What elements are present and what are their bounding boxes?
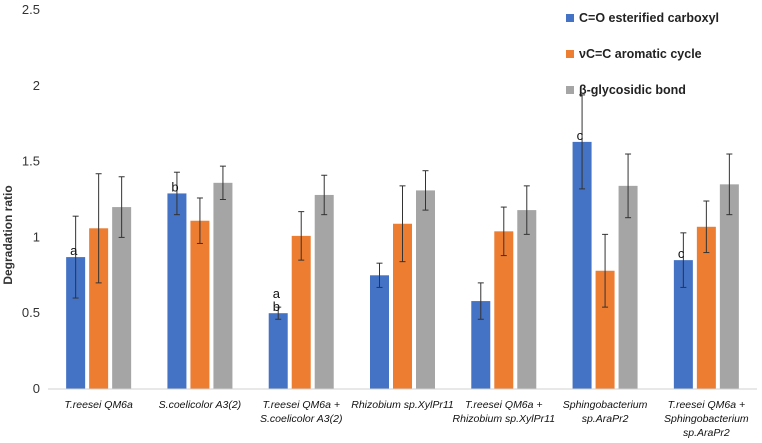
x-axis-category-labels: T.reesei QM6a S.coelicolor A3(2) T.reesei … xyxy=(64,399,749,439)
significance-label: c xyxy=(577,128,584,143)
x-category-label: T.reesei QM6a xyxy=(64,399,133,411)
significance-label: b xyxy=(171,179,178,194)
bar xyxy=(370,275,389,389)
x-category-label: Rhizobium sp.XylPr11 xyxy=(453,413,556,425)
bar xyxy=(112,207,132,389)
x-category-label: S.coelicolor A3(2) xyxy=(159,399,241,411)
significance-label: b xyxy=(273,299,280,314)
significance-label: a xyxy=(70,243,78,258)
bar xyxy=(213,182,233,389)
legend: C=O esterified carboxyl νC=C aromatic cyc… xyxy=(566,11,719,97)
bar xyxy=(595,270,615,389)
y-axis-ticks: 0 0.5 1 1.5 2 2.5 xyxy=(22,2,40,396)
bar xyxy=(291,235,311,389)
x-category-label: Rhizobium sp.XylPr11 xyxy=(351,399,454,411)
significance-label: c xyxy=(678,246,685,261)
significance-label: a xyxy=(273,286,281,301)
bar xyxy=(696,226,716,389)
x-category-label: T.reesei QM6a + xyxy=(465,399,543,411)
bar xyxy=(66,257,86,389)
bar xyxy=(190,220,210,389)
legend-swatch xyxy=(566,50,574,58)
bar xyxy=(167,193,187,389)
bar xyxy=(314,194,334,389)
bar xyxy=(719,184,739,389)
x-category-label: Sphingobacterium xyxy=(664,413,749,425)
bar xyxy=(416,190,435,389)
legend-swatch xyxy=(566,14,574,22)
bar xyxy=(471,301,491,389)
y-tick-label: 0.5 xyxy=(22,305,40,320)
x-category-label: S.coelicolor A3(2) xyxy=(260,413,342,425)
y-axis-label: Degradation ratio xyxy=(1,185,15,284)
bar xyxy=(494,231,514,389)
legend-swatch xyxy=(566,86,574,94)
bar xyxy=(572,141,592,389)
legend-label: β-glycosidic bond xyxy=(579,83,686,97)
x-category-label: T.reesei QM6a + xyxy=(668,399,746,411)
x-category-label: sp.AraPr2 xyxy=(582,413,629,425)
bar xyxy=(618,185,638,389)
legend-label: νC=C aromatic cycle xyxy=(579,47,702,61)
x-category-label: Sphingobacterium xyxy=(563,399,648,411)
bar xyxy=(393,223,412,389)
bar xyxy=(517,210,537,389)
y-tick-label: 1.5 xyxy=(22,154,40,169)
bar xyxy=(268,313,288,389)
x-category-label: T.reesei QM6a + xyxy=(262,399,340,411)
y-tick-label: 1 xyxy=(33,229,40,244)
bar xyxy=(673,260,693,389)
y-tick-label: 2 xyxy=(33,78,40,93)
y-tick-label: 2.5 xyxy=(22,2,40,17)
y-tick-label: 0 xyxy=(33,381,40,396)
legend-label: C=O esterified carboxyl xyxy=(579,11,719,25)
bar xyxy=(89,228,109,389)
x-category-label: sp.AraPr2 xyxy=(683,427,730,439)
